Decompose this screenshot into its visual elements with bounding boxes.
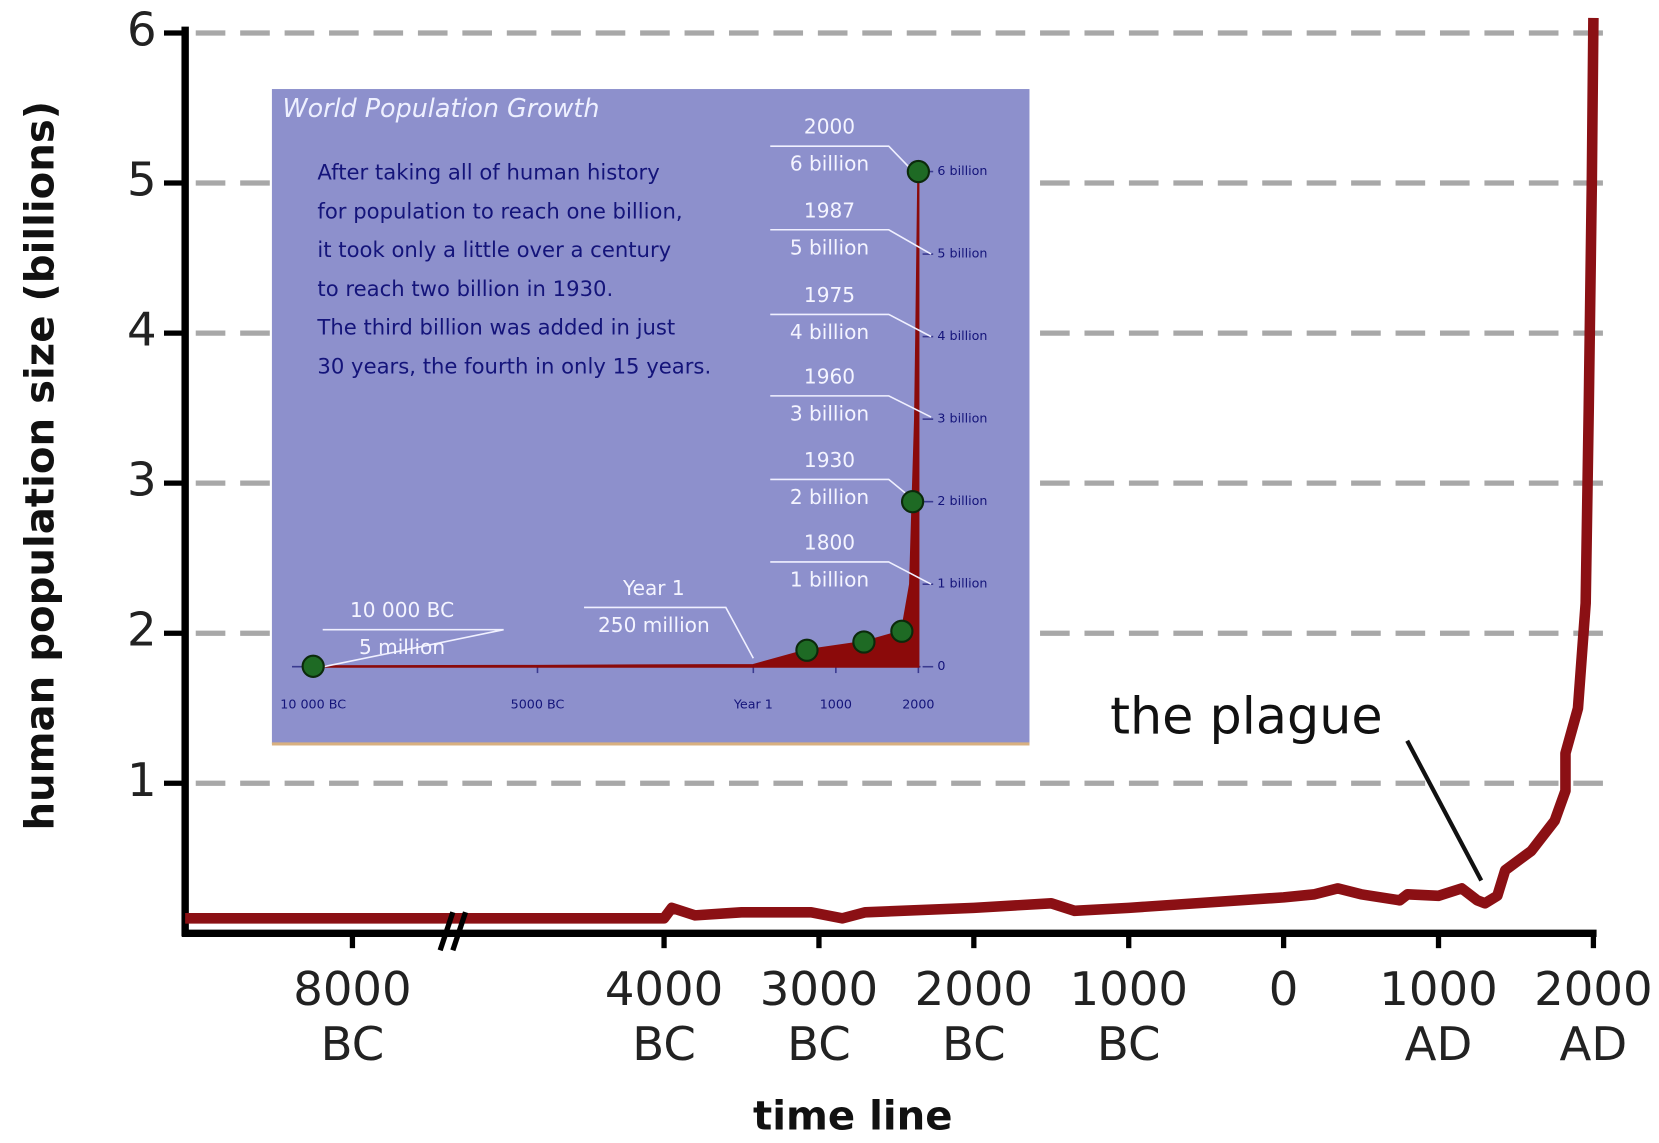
inset-y-tick-label: 4 billion — [937, 328, 987, 343]
x-tick-label: BC — [632, 1017, 696, 1071]
y-tick-label: 3 — [127, 453, 157, 507]
x-tick-label: BC — [787, 1017, 851, 1071]
x-tick-label: AD — [1560, 1017, 1628, 1071]
inset-label-pop: 3 billion — [790, 401, 869, 425]
inset-x-tick-label: 2000 — [902, 696, 934, 711]
inset-text: The third billion was added in just — [316, 315, 675, 340]
inset-label-pop: 6 billion — [790, 152, 869, 176]
x-tick-label: 0 — [1269, 962, 1299, 1016]
inset-leader — [770, 395, 932, 418]
inset-label-year: 2000 — [804, 115, 855, 139]
y-axis-title: human population size (billions) — [17, 101, 63, 831]
inset-leader — [313, 628, 504, 670]
inset-label-pop: 250 million — [598, 613, 710, 637]
y-tick-label: 6 — [127, 2, 157, 56]
x-tick-label: 4000 — [605, 962, 723, 1016]
x-tick-label: 8000 — [293, 962, 411, 1016]
inset-x-tick-label: 1000 — [820, 696, 852, 711]
inset-leader — [770, 313, 932, 338]
y-tick-label: 2 — [127, 603, 157, 657]
inset-label-year: 1930 — [804, 448, 855, 472]
inset-point — [852, 630, 876, 654]
inset-point — [795, 638, 819, 662]
inset-text: for population to reach one billion, — [317, 198, 682, 223]
inset-y-tick-label: 3 billion — [937, 411, 987, 426]
axis-break — [450, 911, 469, 952]
y-tick-label: 5 — [127, 153, 157, 207]
inset-y-tick-label: 2 billion — [937, 493, 987, 508]
x-tick-label: 3000 — [760, 962, 878, 1016]
inset-label-year: 1975 — [804, 283, 855, 307]
inset-y-tick-label: 6 billion — [937, 163, 987, 178]
annotation-arrow — [1405, 739, 1484, 882]
inset-x-tick-label: 10 000 BC — [280, 696, 346, 711]
inset-x-tick-label: 5000 BC — [511, 696, 565, 711]
inset-text: 30 years, the fourth in only 15 years. — [317, 353, 711, 378]
inset-title: World Population Growth — [282, 93, 599, 123]
inset-label-pop: 5 billion — [790, 235, 869, 259]
inset-y-tick-label: 0 — [937, 658, 945, 673]
inset-label-year: 1987 — [804, 198, 855, 222]
inset-label-year: 1800 — [804, 530, 855, 554]
inset-leader — [770, 228, 932, 255]
inset-leader — [584, 606, 755, 659]
x-tick-label: BC — [942, 1017, 1006, 1071]
inset-label-year: Year 1 — [622, 576, 685, 600]
inset-text: to reach two billion in 1930. — [317, 276, 613, 301]
inset-leader — [770, 561, 932, 585]
annotation: the plague — [1110, 687, 1383, 746]
y-tick-label: 4 — [127, 303, 157, 357]
x-tick-label: BC — [321, 1017, 385, 1071]
x-tick-label: BC — [1097, 1017, 1161, 1071]
population-line — [185, 17, 1599, 924]
x-tick-label: 1000 — [1069, 962, 1187, 1016]
x-tick-label: AD — [1405, 1017, 1473, 1071]
inset-label-pop: 5 million — [359, 635, 445, 659]
x-axis-title: time line — [753, 1094, 953, 1140]
x-tick-label: 1000 — [1379, 962, 1497, 1016]
x-tick-label: 2000 — [915, 962, 1033, 1016]
inset-point — [906, 159, 931, 184]
inset-text: After taking all of human history — [317, 160, 659, 185]
axis-break — [437, 911, 456, 952]
inset: World Population Growth After taking all … — [271, 89, 1030, 746]
inset-point — [301, 654, 325, 678]
inset-point — [900, 490, 925, 514]
inset-y-tick-label: 1 billion — [937, 576, 987, 591]
y-tick-label: 1 — [127, 753, 157, 807]
inset-text: it took only a little over a century — [317, 237, 671, 262]
inset-label-pop: 4 billion — [790, 320, 869, 344]
x-tick-label: 2000 — [1534, 962, 1652, 1016]
inset-point — [890, 619, 914, 643]
inset-x-tick-label: Year 1 — [733, 696, 773, 711]
inset-label-pop: 2 billion — [790, 485, 869, 509]
inset-label-year: 10 000 BC — [350, 598, 454, 622]
inset-y-tick-label: 5 billion — [937, 246, 987, 261]
inset-label-pop: 1 billion — [790, 568, 869, 592]
inset-label-year: 1960 — [804, 364, 855, 388]
